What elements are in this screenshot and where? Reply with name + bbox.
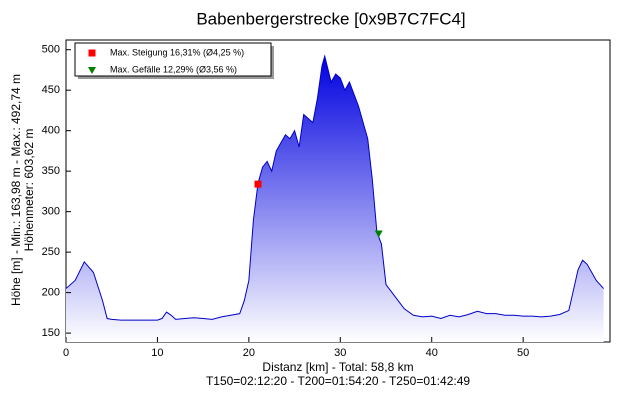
x-tick-label: 30 <box>334 347 346 359</box>
legend <box>74 42 272 77</box>
y-tick-label: 450 <box>42 84 60 96</box>
marker <box>374 230 383 238</box>
plot <box>65 54 604 343</box>
y-axis-label: Höhe [m] - Min.: 163,98 m - Max.: 492,74… <box>9 74 23 306</box>
legend-symbol <box>88 49 96 57</box>
y-tick-label: 150 <box>42 327 60 339</box>
y-tick-label: 350 <box>42 165 60 177</box>
y-tick-label: 400 <box>42 125 60 137</box>
x-axis-label: Distanz [km] - Total: 58,8 km <box>262 360 413 374</box>
y-axis-label: Höhenmeter: 603,62 m <box>22 129 36 252</box>
x-tick-label: 20 <box>243 347 255 359</box>
area-line <box>65 54 604 321</box>
legend-symbol <box>88 67 96 74</box>
chart-title: Babenbergerstrecke [0x9B7C7FC4] <box>196 9 465 28</box>
x-tick-label: 50 <box>517 347 529 359</box>
y-tick-label: 300 <box>42 206 60 218</box>
area-fill <box>66 56 604 343</box>
x-tick-label: 40 <box>426 347 438 359</box>
y-tick-label: 250 <box>42 246 60 258</box>
x-axis-label: T150=02:12:20 - T200=01:54:20 - T250=01:… <box>206 374 470 388</box>
y-tick-label: 200 <box>42 287 60 299</box>
marker <box>254 180 262 188</box>
x-tick-label: 0 <box>63 347 69 359</box>
legend-label: Max. Gefälle 12,29% (Ø3,56 %) <box>110 64 237 74</box>
x-tick-label: 10 <box>151 347 163 359</box>
y-tick-label: 500 <box>42 44 60 56</box>
legend-label: Max. Steigung 16,31% (Ø4,25 %) <box>110 47 244 57</box>
